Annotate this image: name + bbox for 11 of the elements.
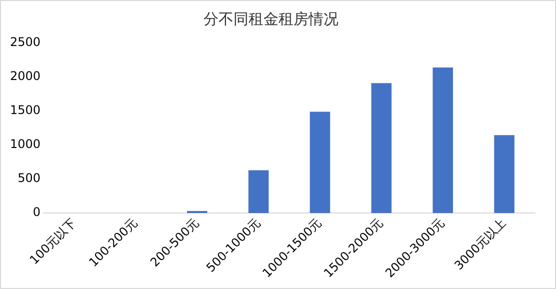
chart-title: 分不同租金租房情况 <box>204 10 338 28</box>
bar <box>248 170 269 214</box>
bar <box>310 112 330 214</box>
bar <box>432 67 453 214</box>
y-tick-label: 500 <box>18 171 41 186</box>
y-tick-label: 1000 <box>10 137 41 152</box>
bar <box>371 83 392 214</box>
bar <box>494 135 514 214</box>
y-tick-label: 1500 <box>10 103 41 118</box>
y-tick-label: 2000 <box>10 69 41 84</box>
y-tick-label: 2500 <box>10 35 41 50</box>
